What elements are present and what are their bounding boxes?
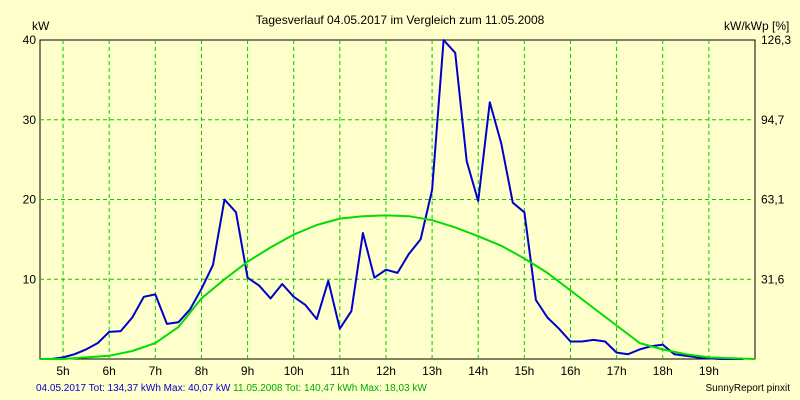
series-line-1 [40,39,744,360]
y-tick-label-right: 31,6 [761,272,785,286]
x-tick-label: 6h [103,364,116,378]
y-axis-label-left: kW [32,19,50,33]
x-tick-label: 13h [422,364,442,378]
x-tick-label: 17h [607,364,627,378]
x-tick-label: 8h [195,364,208,378]
x-tick-label: 7h [149,364,162,378]
y-tick-label-left: 40 [23,33,37,47]
y-tick-label-left: 10 [23,272,37,286]
footer-legend: 04.05.2017 Tot: 134,37 kWh Max: 40,07 kW… [36,383,427,394]
x-tick-label: 5h [56,364,69,378]
tick-labels: 5h 6h 7h 8h 9h 10h 11h 12h 13h 14h 15h 16h 17h 18h 19h… [23,33,792,378]
x-tick-label: 19h [699,364,719,378]
x-tick-label: 12h [376,364,396,378]
legend-series-1: 04.05.2017 Tot: 134,37 kWh Max: 40,07 kW [36,383,231,394]
y-tick-label-right: 63,1 [761,193,785,207]
x-tick-label: 11h [330,364,349,378]
y-tick-label-left: 20 [23,193,37,207]
grid-lines [40,40,755,359]
chart-svg: Tagesverlauf 04.05.2017 im Vergleich zum… [23,13,792,378]
x-tick-label: 9h [241,364,254,378]
y-axis-label-right: kW/kWp [%] [724,19,789,33]
x-tick-label: 10h [284,364,304,378]
chart-title: Tagesverlauf 04.05.2017 im Vergleich zum… [256,13,545,27]
x-tick-label: 15h [514,364,534,378]
series-line-2 [40,214,756,360]
x-tick-label: 16h [560,364,580,378]
series-layer [40,39,756,360]
x-tick-label: 14h [468,364,488,378]
credit-label: SunnyReport pinxit [705,383,791,394]
y-tick-label-right: 126,3 [761,33,791,47]
x-tick-label: 18h [653,364,673,378]
y-tick-label-left: 30 [23,113,37,127]
legend-series-2: 11.05.2008 Tot: 140,47 kWh Max: 18,03 kW [233,383,427,394]
y-tick-label-right: 94,7 [761,113,785,127]
